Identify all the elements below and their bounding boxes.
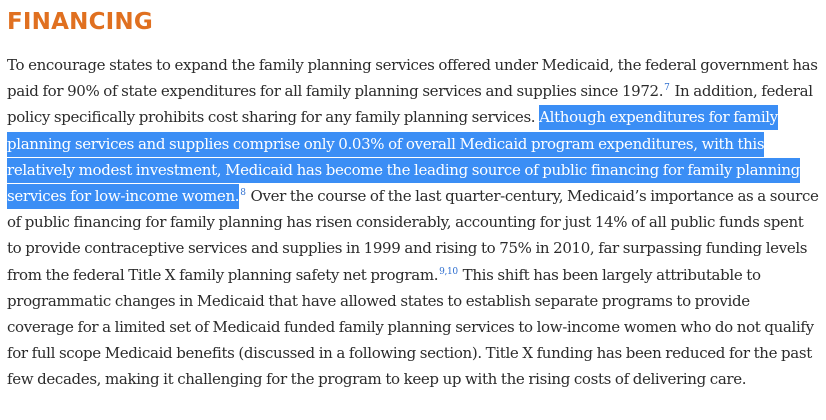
sentence-4: This shift has been largely attributable… <box>7 265 814 389</box>
sentence-3: Over the course of the last quarter-cent… <box>7 187 819 284</box>
sentence-1: To encourage states to expand the family… <box>7 56 818 101</box>
footnote-ref-8[interactable]: 8 <box>240 188 246 199</box>
highlighted-sentence: Although expenditures for family plannin… <box>7 108 800 206</box>
footnote-ref-7[interactable]: 7 <box>664 83 670 94</box>
sentence-2: In addition, federal policy specifically… <box>7 82 813 127</box>
footnote-ref-9-10[interactable]: 9,10 <box>439 266 458 277</box>
article-section: FINANCING To encourage states to expand … <box>7 0 819 393</box>
section-heading: FINANCING <box>7 9 153 35</box>
body-paragraph: To encourage states to expand the family… <box>7 52 819 393</box>
